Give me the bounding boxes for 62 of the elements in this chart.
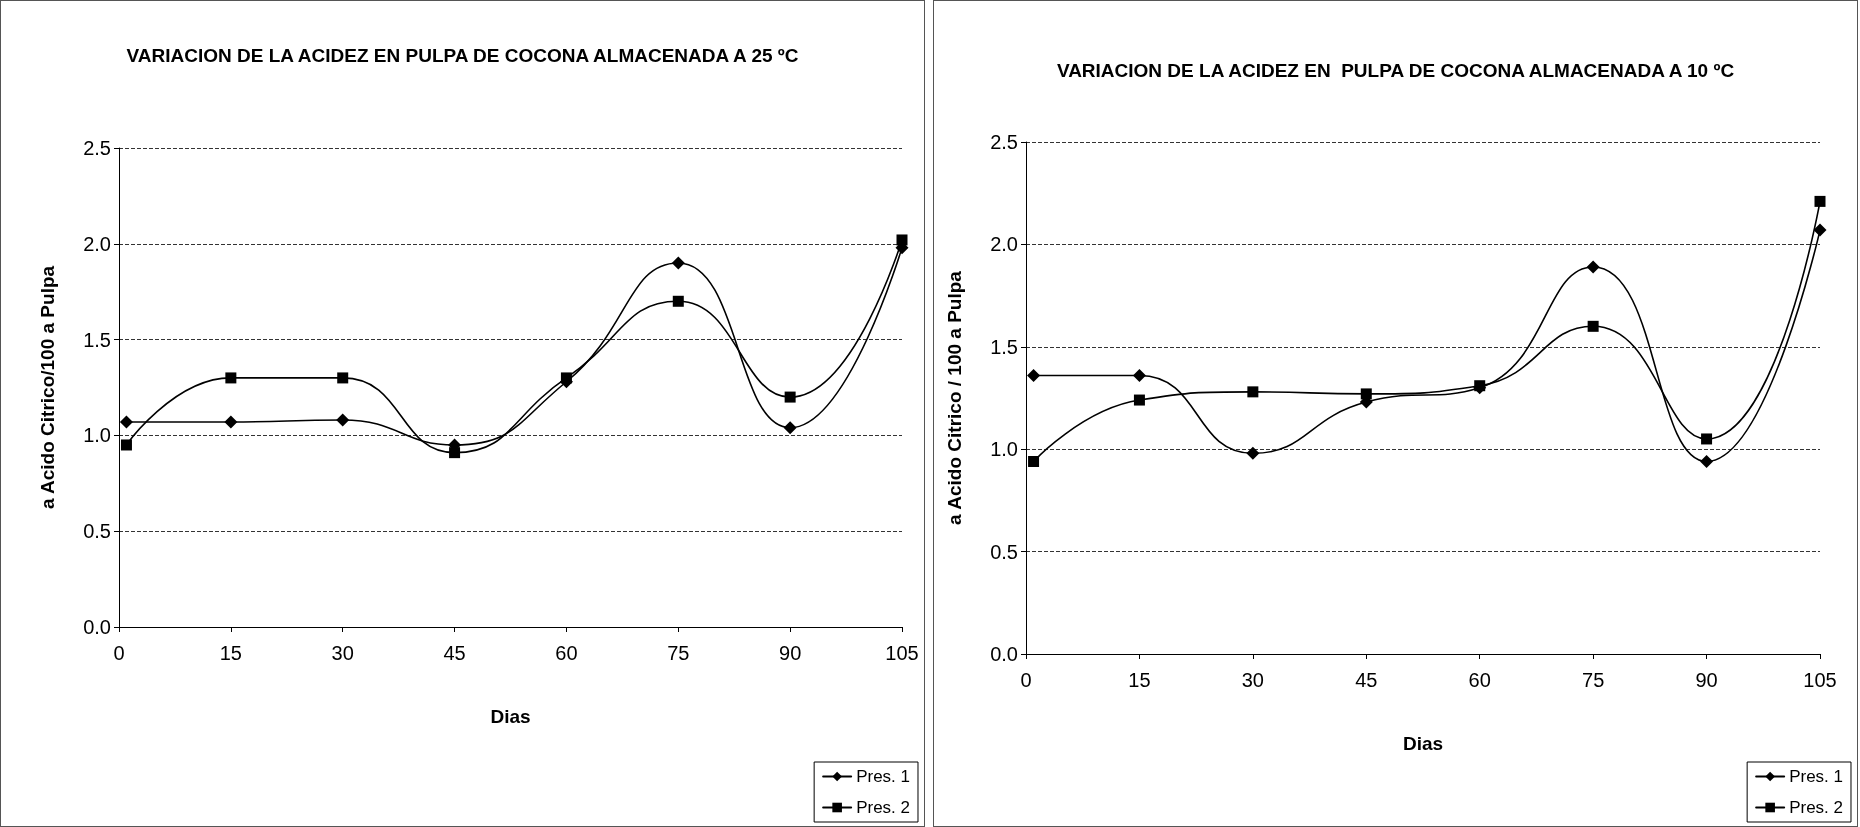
point [783,421,797,435]
x-tick-label: 90 [779,642,802,664]
point [1133,394,1145,406]
x-tick-label: 105 [885,642,919,664]
point [1132,368,1146,382]
point [1700,454,1714,468]
point [1247,386,1259,398]
point [1027,368,1041,382]
x-tick-label: 30 [1241,669,1264,691]
point [1813,223,1827,237]
y-tick-label: 2.0 [990,233,1018,256]
x-tick-label: 45 [443,642,466,664]
point [120,439,132,451]
point [1360,388,1372,400]
y-tick-label: 0.5 [990,540,1018,563]
y-axis-title: a Acido Citrico/100 a Pulpa [37,265,58,510]
chart-title: VARIACION DE LA ACIDEZ EN PULPA DE COCONA ALMACENADA A 10 ºC [1056,60,1735,81]
point [1028,455,1040,467]
x-tick-label: 75 [1582,669,1605,691]
y-tick-label: 1.0 [990,438,1018,461]
legend-label: Pres. 1 [856,767,910,786]
x-tick-label: 15 [1128,669,1151,691]
x-tick-label: 0 [1020,669,1032,691]
y-tick-label: 1.5 [83,328,111,351]
x-tick-label: 30 [331,642,354,664]
chart-title: VARIACION DE LA ACIDEZ EN PULPA DE COCONA ALMACENADA A 25 ºC [126,45,799,66]
point [896,234,908,246]
x-tick-label: 75 [667,642,690,664]
point [1814,195,1826,207]
y-tick-label: 2.5 [83,137,111,159]
point [671,256,685,270]
x-tick-label: 90 [1695,669,1718,691]
x-tick-label: 45 [1355,669,1378,691]
y-tick-label: 1.5 [990,335,1018,358]
point [225,372,237,384]
x-tick-label: 15 [219,642,242,664]
point [224,415,238,429]
y-axis-title: a Acido Citrico / 100 a Pulpa [944,270,965,525]
point [672,295,684,307]
y-tick-label: 0.0 [83,616,111,638]
point [1246,446,1260,460]
point [1701,433,1713,445]
x-axis-title: Dias [490,706,531,727]
point [336,413,350,427]
point [1586,260,1600,274]
x-tick-label: 0 [113,642,125,664]
y-tick-label: 2.5 [990,131,1018,153]
y-tick-label: 0.0 [990,643,1018,665]
legend-label: Pres. 1 [1789,767,1843,786]
x-axis-title: Dias [1402,733,1444,754]
point [784,391,796,403]
x-tick-label: 60 [1468,669,1491,691]
x-tick-label: 105 [1803,669,1837,691]
point [119,415,133,429]
y-tick-label: 1.0 [83,424,111,447]
legend-label: Pres. 2 [1789,798,1843,817]
point [1587,320,1599,332]
point [337,372,349,384]
y-tick-label: 0.5 [83,520,111,543]
x-tick-label: 60 [555,642,578,664]
legend-label: Pres. 2 [856,798,910,817]
y-tick-label: 2.0 [83,232,111,255]
